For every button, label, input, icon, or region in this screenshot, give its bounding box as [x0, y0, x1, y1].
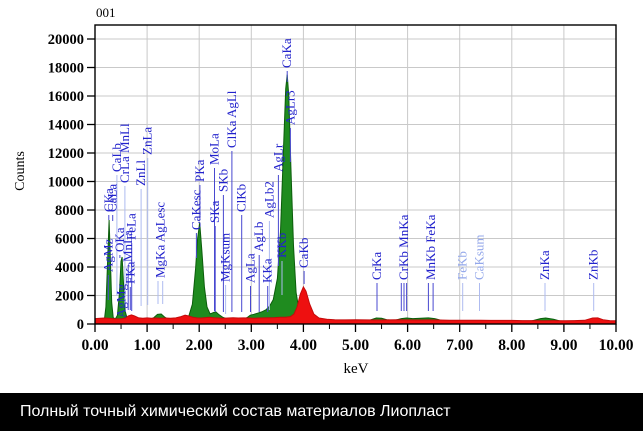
peak-label: ClKb — [234, 184, 249, 212]
peak-label: ZnKa — [537, 250, 552, 280]
y-tick-label: 4000 — [55, 260, 84, 276]
peak-label: FeLa — [124, 213, 139, 240]
peak-label: AgMg — [113, 284, 128, 318]
peak-label: AgMz — [100, 239, 115, 272]
peak-label: CrLa MnLl — [117, 123, 132, 183]
gridlines — [95, 25, 616, 324]
caption-text: Полный точный химический состав материал… — [20, 403, 451, 420]
peak-label: KKb — [274, 233, 289, 258]
peak-label: CaKsum — [472, 235, 487, 281]
spectrum-chart: 0.00 1.00 2.00 3.00 4.00 5.00 6.00 7.00 8.00 9.00… — [13, 5, 634, 377]
peak-label: AgLr — [270, 143, 285, 172]
peak-leader-lines — [107, 71, 595, 314]
x-tick-label: 3.00 — [238, 337, 265, 354]
chart-title: 001 — [96, 5, 116, 20]
y-tick-label: 18000 — [48, 61, 84, 77]
peak-label: CaLa — [105, 184, 120, 212]
peak-label: AgLr3 — [282, 90, 297, 125]
peak-label: FKa — [122, 261, 137, 284]
peak-label: MgKsum — [218, 233, 233, 282]
spectrum-plot-canvas: 0.00 1.00 2.00 3.00 4.00 5.00 6.00 7.00 8.00 9.00… — [48, 24, 634, 354]
x-axis: 0.00 1.00 2.00 3.00 4.00 5.00 6.00 7.00 8.00 9.00… — [81, 324, 634, 354]
peak-label: MoLa — [207, 133, 222, 165]
x-tick-label: 6.00 — [394, 337, 421, 354]
x-tick-label: 2.00 — [186, 337, 213, 354]
x-tick-label: 7.00 — [446, 337, 473, 354]
y-tick-label: 0 — [77, 317, 84, 333]
peak-label: AgLb2 — [261, 181, 276, 218]
peak-label: MnLa — [120, 230, 135, 262]
peak-label: MnKb FeKa — [423, 214, 438, 280]
peak-label: ZnLl — [133, 160, 148, 186]
peak-label: AgLa — [243, 253, 258, 283]
spectrum-series — [94, 74, 617, 325]
peak-label: ZnKb — [586, 250, 601, 280]
peak-label: CaKa — [279, 38, 294, 68]
peak-label: SKb — [215, 169, 230, 192]
x-tick-label: 5.00 — [342, 337, 369, 354]
peak-label: CaKb — [296, 238, 311, 268]
peak-label: FeKb — [455, 251, 470, 280]
peak-label: OKa — [112, 227, 127, 252]
peak-label: ZnLa — [140, 127, 155, 155]
peak-label: CaKesc — [188, 189, 203, 230]
x-tick-label: 8.00 — [498, 337, 525, 354]
y-tick-label: 12000 — [48, 146, 84, 162]
y-axis-title: Counts — [13, 151, 28, 191]
peak-label: CKa — [101, 188, 116, 212]
peak-label: CrKb MnKa — [396, 214, 411, 280]
y-tick-label: 16000 — [48, 89, 84, 105]
caption-bar: Полный точный химический состав материал… — [0, 393, 643, 431]
y-tick-label: 2000 — [55, 289, 84, 305]
peak-label: CrKa — [369, 252, 384, 280]
peak-label: CaLb — [109, 143, 124, 172]
spectrum-red — [94, 285, 617, 325]
y-tick-label: 20000 — [48, 32, 84, 48]
x-tick-label: 0.00 — [81, 337, 108, 354]
y-tick-label: 14000 — [48, 118, 84, 134]
peak-label: ClKa AgLl — [224, 90, 239, 148]
peak-label: AgLb — [251, 222, 266, 252]
x-tick-label: 4.00 — [290, 337, 317, 354]
peak-label: MgKa AgLesc — [152, 202, 167, 278]
x-axis-title: keV — [343, 361, 369, 377]
x-tick-label: 1.00 — [134, 337, 161, 354]
y-axis: 0 2000 4000 6000 8000 10000 12000 14000 16000 180… — [48, 32, 95, 333]
peak-label: KKa — [260, 258, 275, 283]
y-tick-label: 8000 — [55, 203, 84, 219]
peak-label: SKa — [207, 200, 222, 223]
x-tick-label: 9.00 — [550, 337, 577, 354]
x-tick-label: 10.00 — [599, 337, 634, 354]
y-tick-label: 10000 — [48, 175, 84, 191]
y-tick-label: 6000 — [55, 232, 84, 248]
peak-label: PKa — [192, 159, 207, 182]
